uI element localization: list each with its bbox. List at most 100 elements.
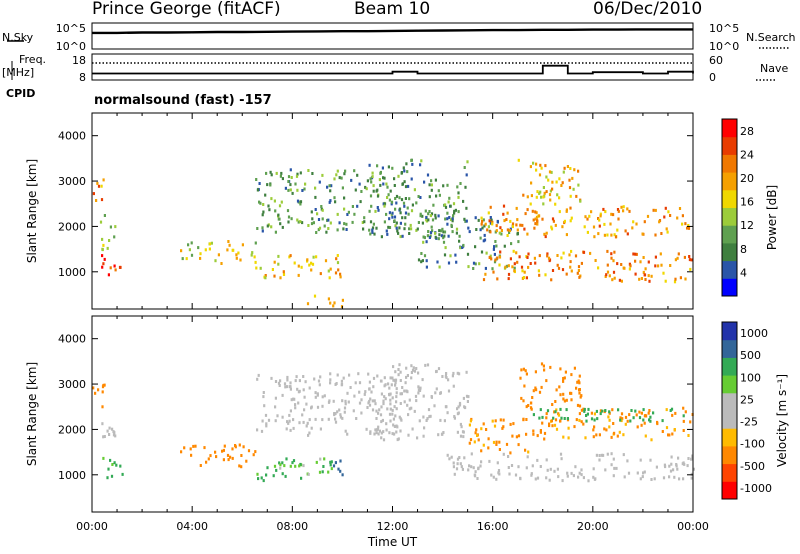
cell <box>427 218 430 222</box>
cell <box>395 407 398 411</box>
cell <box>577 183 580 187</box>
cell <box>323 224 326 228</box>
cell <box>616 262 619 266</box>
cell <box>392 365 395 369</box>
cell <box>228 243 231 247</box>
cell <box>347 400 350 404</box>
cell <box>370 390 373 394</box>
cell <box>617 217 620 221</box>
cell <box>274 405 277 409</box>
cell <box>388 211 391 215</box>
cell <box>373 432 376 436</box>
cell <box>482 278 486 282</box>
cell <box>455 227 459 231</box>
cell <box>375 428 378 432</box>
cell <box>482 239 485 243</box>
cell <box>535 211 538 215</box>
cell <box>306 258 309 262</box>
cell <box>590 411 593 415</box>
cell <box>262 210 265 214</box>
cell <box>188 248 191 252</box>
cell <box>447 378 450 382</box>
cell <box>588 214 591 218</box>
cell <box>447 389 451 393</box>
cell <box>285 457 288 461</box>
cell <box>541 421 544 425</box>
cell <box>442 184 445 188</box>
cell <box>611 278 614 282</box>
cell <box>369 232 372 236</box>
cell <box>532 432 535 436</box>
cell <box>577 379 580 383</box>
cell <box>593 418 596 422</box>
cell <box>102 178 105 182</box>
cell <box>204 248 207 252</box>
cell <box>553 410 556 414</box>
cell <box>399 392 402 396</box>
cell <box>612 457 615 461</box>
cell <box>635 252 638 256</box>
cell <box>226 453 230 457</box>
cell <box>555 427 559 431</box>
cell <box>296 172 299 176</box>
cell <box>392 378 395 382</box>
cell <box>482 422 485 426</box>
cell <box>190 241 193 245</box>
cell <box>604 468 607 472</box>
cell <box>437 237 440 241</box>
cell <box>422 240 425 244</box>
cell <box>420 159 423 163</box>
nsearch-label: N.Search <box>746 31 796 44</box>
colorbar-swatch <box>722 339 737 358</box>
cell <box>261 419 264 423</box>
cell <box>306 421 309 425</box>
cell <box>306 302 310 306</box>
cell <box>577 169 580 173</box>
cell <box>527 404 530 407</box>
cell <box>242 445 245 449</box>
cell <box>626 232 629 236</box>
cell <box>395 400 398 404</box>
cell <box>690 258 693 262</box>
cell <box>523 384 526 388</box>
cell <box>632 416 635 420</box>
beam-title: Beam 10 <box>354 0 431 19</box>
cell <box>551 187 554 191</box>
cell <box>495 229 498 233</box>
cell <box>385 422 388 426</box>
cell <box>474 474 477 478</box>
cell <box>606 452 609 456</box>
cell <box>535 162 538 166</box>
cell <box>515 223 518 227</box>
cell <box>569 265 572 269</box>
cell <box>338 221 341 225</box>
cell <box>498 448 501 451</box>
cell <box>569 219 572 223</box>
cell <box>301 189 304 192</box>
cell <box>499 250 502 254</box>
cell <box>259 201 262 205</box>
cell <box>542 186 545 189</box>
cell <box>691 454 694 458</box>
cell <box>493 252 496 256</box>
cell <box>598 218 601 222</box>
cell <box>474 431 477 435</box>
cell <box>262 395 265 399</box>
cell <box>666 230 669 234</box>
cell <box>617 408 620 412</box>
cell <box>566 417 569 420</box>
cell <box>390 213 393 217</box>
cell <box>543 232 546 236</box>
cell <box>220 262 223 265</box>
cell <box>687 457 690 460</box>
cell <box>276 414 279 418</box>
cell <box>95 199 98 202</box>
cell <box>352 409 355 413</box>
cell <box>264 413 268 417</box>
cell <box>556 467 559 471</box>
cell <box>391 376 394 380</box>
cell <box>383 176 386 180</box>
cell <box>426 363 430 367</box>
cell <box>642 418 645 422</box>
cell <box>394 370 397 374</box>
